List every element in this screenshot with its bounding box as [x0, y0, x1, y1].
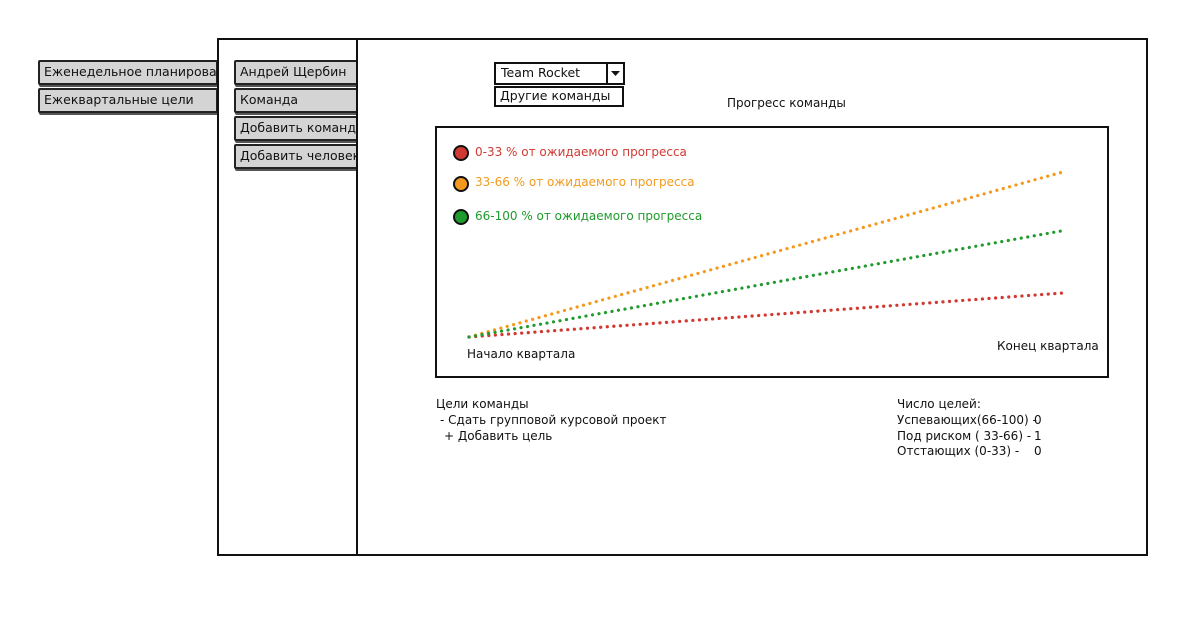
tab-team[interactable]: Команда [234, 88, 360, 113]
x-start-label: Начало квартала [467, 347, 576, 361]
goal-counts-heading: Число целей: [897, 397, 981, 411]
legend-label-orange: 33-66 % от ожидаемого прогресса [475, 175, 695, 189]
tab-label: Ежеквартальные цели [44, 92, 194, 107]
tab-label: Команда [240, 92, 299, 107]
add-goal-link[interactable]: + Добавить цель [444, 429, 553, 443]
team-select-toggle[interactable] [606, 62, 625, 85]
goal-item[interactable]: - Сдать групповой курсовой проект [440, 413, 667, 427]
series-line-0 [467, 291, 1067, 339]
tab-add-team[interactable]: Добавить команду [234, 116, 360, 141]
tab-label: Добавить человека [240, 148, 360, 163]
chart-plot [467, 169, 1067, 339]
legend-marker-orange [453, 176, 469, 192]
tab-weekly-planning[interactable]: Еженедельное планирование [38, 60, 218, 85]
legend-marker-green [453, 209, 469, 225]
x-end-label: Конец квартала [997, 339, 1099, 353]
tab-label: Андрей Щербин [240, 64, 347, 79]
team-select-value: Team Rocket [501, 65, 581, 80]
series-line-2 [467, 228, 1067, 339]
tab-quarterly-goals[interactable]: Ежеквартальные цели [38, 88, 218, 113]
triangle-down-icon [611, 71, 620, 76]
chart-title: Прогресс команды [727, 96, 846, 110]
team-select[interactable]: Team Rocket [494, 62, 608, 85]
count-at-risk-value: 1 [1034, 429, 1042, 443]
count-at-risk-label: Под риском ( 33-66) - [897, 429, 1032, 443]
legend-label-green: 66-100 % от ожидаемого прогресса [475, 209, 703, 223]
legend-marker-red [453, 145, 469, 161]
series-line-1 [467, 169, 1067, 339]
progress-chart: 0-33 % от ожидаемого прогресса 33-66 % о… [435, 126, 1109, 378]
tab-add-person[interactable]: Добавить человека [234, 144, 360, 169]
count-behind-value: 0 [1034, 444, 1042, 458]
tab-andrey-shcherbin[interactable]: Андрей Щербин [234, 60, 360, 85]
team-option-other[interactable]: Другие команды [494, 86, 624, 107]
tab-label: Еженедельное планирование [44, 64, 217, 79]
tab-label: Добавить команду [240, 120, 360, 135]
count-on-track-value: 0 [1034, 413, 1042, 427]
count-on-track-label: Успевающих(66-100) - [897, 413, 1037, 427]
count-behind-label: Отстающих (0-33) - [897, 444, 1020, 458]
goals-heading: Цели команды [436, 397, 529, 411]
legend-label-red: 0-33 % от ожидаемого прогресса [475, 145, 687, 159]
team-option-label: Другие команды [500, 88, 611, 103]
